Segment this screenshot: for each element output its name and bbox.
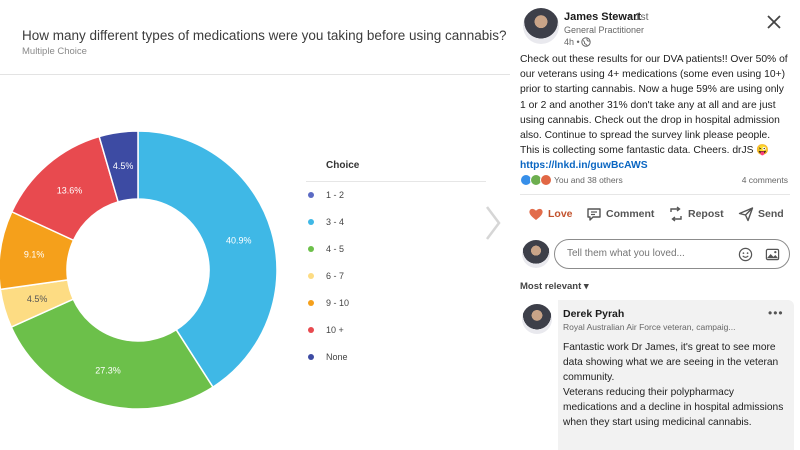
survey-question-title: How many different types of medications … — [22, 28, 507, 43]
author-avatar[interactable] — [523, 8, 559, 44]
post-body: Check out these results for our DVA pati… — [520, 52, 792, 174]
post-link[interactable]: https://lnkd.in/guwBcAWS — [520, 160, 648, 172]
donut-slice-3-4[interactable] — [137, 130, 278, 389]
emoji-icon[interactable] — [738, 247, 753, 262]
legend-swatch — [308, 327, 314, 333]
slice-label: 13.6% — [57, 185, 83, 195]
legend-label: 1 - 2 — [326, 190, 345, 200]
commenter-name[interactable]: Derek Pyrah — [563, 308, 625, 320]
chart-legend: Choice 1 - 2 3 - 4 4 - 5 6 - 7 9 - 10 10 + Non… — [306, 160, 486, 371]
slice-label: 40.9% — [226, 236, 252, 246]
reactions-summary[interactable]: You and 38 others — [554, 175, 623, 185]
donut-slice-none[interactable] — [98, 130, 139, 203]
linkedin-post: James Stewart • 1st General Practitioner… — [510, 0, 800, 450]
legend-item[interactable]: 10 + — [306, 317, 486, 344]
legend-item[interactable]: None — [306, 344, 486, 371]
more-options-icon[interactable]: ••• — [768, 306, 784, 320]
chevron-right-icon[interactable] — [484, 205, 502, 241]
love-label: Love — [548, 208, 573, 220]
love-reaction-icon — [540, 174, 552, 186]
post-time: 4h • — [564, 37, 580, 47]
legend-swatch — [308, 273, 314, 279]
comment-text: Fantastic work Dr James, it's great to s… — [563, 342, 784, 428]
divider — [0, 74, 510, 75]
author-title: General Practitioner — [564, 25, 645, 35]
legend-item[interactable]: 1 - 2 — [306, 182, 486, 209]
divider — [520, 194, 790, 195]
slice-label: 4.5% — [113, 161, 134, 171]
reaction-icons[interactable] — [520, 174, 554, 186]
comments-count[interactable]: 4 comments — [741, 175, 788, 185]
legend-header: Choice — [306, 160, 486, 182]
send-label: Send — [758, 208, 784, 220]
slice-label: 9.1% — [24, 250, 45, 260]
author-name[interactable]: James Stewart — [564, 11, 642, 23]
heart-icon — [529, 208, 543, 220]
slice-label: 27.3% — [95, 366, 121, 376]
donut-slice-4-5[interactable] — [10, 298, 214, 410]
donut-chart: 40.9% 27.3% 4.5% 9.1% 13.6% 4.5% — [0, 130, 278, 410]
connection-degree: • 1st — [628, 11, 649, 23]
commenter-headline: Royal Australian Air Force veteran, camp… — [563, 322, 736, 332]
sort-label: Most relevant — [520, 281, 582, 292]
post-text: Check out these results for our DVA pati… — [520, 54, 788, 157]
legend-label: 4 - 5 — [326, 244, 345, 254]
survey-question-type: Multiple Choice — [22, 46, 87, 57]
legend-swatch — [308, 192, 314, 198]
legend-item[interactable]: 3 - 4 — [306, 209, 486, 236]
current-user-avatar — [522, 240, 550, 268]
comment-input[interactable] — [567, 248, 727, 259]
survey-panel: How many different types of medications … — [0, 28, 510, 410]
legend-swatch — [308, 219, 314, 225]
globe-icon — [581, 37, 591, 47]
legend-label: 6 - 7 — [326, 271, 345, 281]
repost-label: Repost — [688, 208, 724, 220]
slice-label: 4.5% — [27, 294, 48, 304]
legend-swatch — [308, 246, 314, 252]
commenter-avatar[interactable] — [522, 304, 552, 334]
close-icon[interactable] — [766, 14, 782, 30]
legend-label: 9 - 10 — [326, 298, 350, 308]
legend-item[interactable]: 9 - 10 — [306, 290, 486, 317]
send-icon — [738, 207, 754, 222]
legend-item[interactable]: 6 - 7 — [306, 263, 486, 290]
comment-box[interactable] — [554, 239, 790, 269]
sort-comments-dropdown[interactable]: Most relevant ▾ — [520, 281, 589, 292]
repost-icon — [670, 206, 682, 222]
comment-item: Derek Pyrah Royal Australian Air Force v… — [558, 300, 794, 450]
legend-label: 3 - 4 — [326, 217, 345, 227]
legend-item[interactable]: 4 - 5 — [306, 236, 486, 263]
legend-label: 10 + — [326, 325, 344, 335]
chevron-down-icon: ▾ — [583, 281, 589, 292]
comment-icon — [587, 208, 601, 221]
legend-swatch — [308, 354, 314, 360]
comment-label: Comment — [606, 208, 655, 220]
legend-label: None — [326, 352, 348, 362]
legend-swatch — [308, 300, 314, 306]
image-icon[interactable] — [765, 247, 780, 262]
